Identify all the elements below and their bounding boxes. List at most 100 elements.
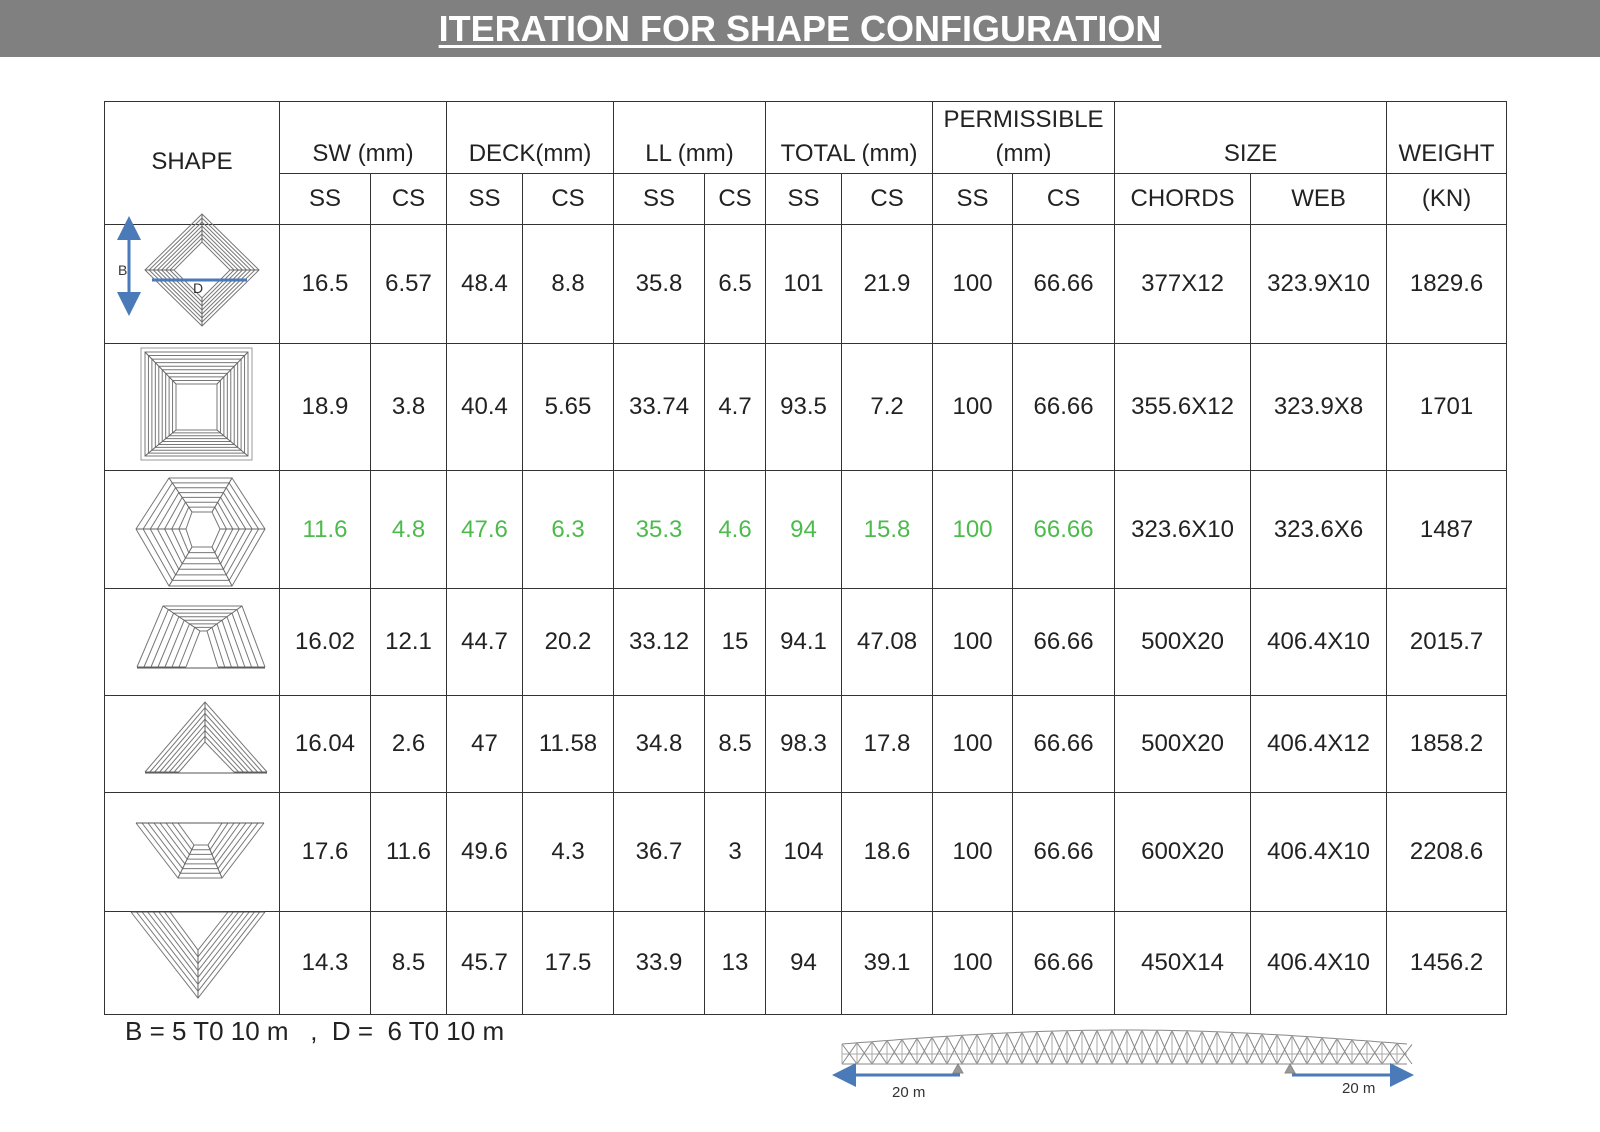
- data-cell: 94: [765, 470, 843, 589]
- shape-stroke: [841, 1043, 858, 1065]
- data-cell: 66.66: [1012, 470, 1116, 589]
- shape-cell: [104, 792, 280, 912]
- data-cell: 13: [704, 911, 767, 1015]
- column-subheader: SS: [613, 173, 706, 225]
- data-cell: 1456.2: [1386, 911, 1508, 1015]
- shape-stroke: [931, 1037, 948, 1065]
- data-cell: 47: [446, 695, 524, 793]
- truss-elevation: [841, 1029, 1413, 1074]
- shape-stroke: [1381, 1042, 1398, 1065]
- column-subheader: CS: [704, 173, 767, 225]
- data-cell: 377X12: [1114, 224, 1252, 344]
- shape-stroke: [1366, 1041, 1383, 1065]
- data-cell: 2015.7: [1386, 588, 1508, 696]
- column-subheader: CS: [522, 173, 615, 225]
- data-cell: 66.66: [1012, 588, 1116, 696]
- data-cell: 16.04: [279, 695, 371, 793]
- shape-cell: [104, 470, 280, 589]
- column-subheader: SS: [765, 173, 843, 225]
- shape-stroke: [901, 1039, 918, 1065]
- column-header: PERMISSIBLE (mm): [932, 101, 1116, 174]
- table-head: SHAPE SW (mm) DECK(mm) LL (mm) TOTAL (mm) PER…: [104, 101, 1508, 225]
- data-cell: 100: [932, 470, 1014, 589]
- shape-stroke: [1261, 1034, 1278, 1065]
- data-row: 16.5 6.57 48.4 8.8 35.8 6.5 101 21.9 100 66.66 377…: [104, 224, 1508, 344]
- data-cell: 100: [932, 224, 1014, 344]
- shape-stroke: [1246, 1032, 1263, 1065]
- shape-stroke: [1111, 1029, 1128, 1065]
- data-cell: 100: [932, 792, 1014, 912]
- shape-stroke: [886, 1039, 903, 1065]
- shape-stroke: [1081, 1029, 1098, 1065]
- data-cell: 406.4X12: [1250, 695, 1388, 793]
- data-cell: 323.6X6: [1250, 470, 1388, 589]
- data-cell: 40.4: [446, 343, 524, 471]
- shape-stroke: [1126, 1029, 1143, 1065]
- data-cell: 100: [932, 911, 1014, 1015]
- data-cell: 5.65: [522, 343, 615, 471]
- data-cell: 94: [765, 911, 843, 1015]
- data-cell: 33.12: [613, 588, 706, 696]
- shape-stroke: [1336, 1039, 1353, 1065]
- data-cell: 94.1: [765, 588, 843, 696]
- shape-stroke: [1306, 1036, 1323, 1065]
- data-cell: 8.8: [522, 224, 615, 344]
- data-cell: 1701: [1386, 343, 1508, 471]
- data-row: 18.9 3.8 40.4 5.65 33.74 4.7 93.5 7.2 100 66.66 35…: [104, 343, 1508, 471]
- column-header: SHAPE: [104, 101, 280, 225]
- data-cell: 16.5: [279, 224, 371, 344]
- column-header: DECK(mm): [446, 101, 615, 174]
- data-cell: 100: [932, 588, 1014, 696]
- data-cell: 1487: [1386, 470, 1508, 589]
- shape-stroke: [916, 1038, 933, 1065]
- data-cell: 66.66: [1012, 343, 1116, 471]
- data-cell: 4.8: [369, 470, 448, 589]
- shape-stroke: [1351, 1039, 1368, 1065]
- data-cell: 15: [704, 588, 767, 696]
- data-row: 14.3 8.5 45.7 17.5 33.9 13 94 39.1 100 66.66 450X1…: [104, 911, 1508, 1015]
- shape-cell: [104, 343, 280, 471]
- data-cell: 2208.6: [1386, 792, 1508, 912]
- shape-stroke: [1051, 1030, 1068, 1065]
- shape-stroke: [1006, 1032, 1023, 1065]
- shape-stroke: [1096, 1029, 1113, 1065]
- results-table: SHAPE SW (mm) DECK(mm) LL (mm) TOTAL (mm) PER…: [104, 101, 1508, 1015]
- data-cell: 500X20: [1114, 588, 1252, 696]
- shape-stroke: [1171, 1030, 1188, 1065]
- data-cell: 66.66: [1012, 792, 1116, 912]
- title-bar: ITERATION FOR SHAPE CONFIGURATION: [0, 0, 1600, 57]
- shape-stroke: [1246, 1033, 1263, 1065]
- data-cell: 21.9: [841, 224, 934, 344]
- data-cell: 3.8: [369, 343, 448, 471]
- shape-cell: [104, 588, 280, 696]
- span-label: 20 m: [1342, 1080, 1375, 1097]
- data-cell: 36.7: [613, 792, 706, 912]
- data-cell: 1829.6: [1386, 224, 1508, 344]
- shape-stroke: [952, 1062, 964, 1074]
- data-cell: 93.5: [765, 343, 843, 471]
- shape-stroke: [1201, 1031, 1218, 1065]
- table-body: 16.5 6.57 48.4 8.8 35.8 6.5 101 21.9 100 66.66 377…: [104, 224, 1508, 1015]
- shape-stroke: [1186, 1030, 1203, 1065]
- column-subheader: (KN): [1386, 173, 1508, 225]
- column-subheader: WEB: [1250, 173, 1388, 225]
- data-cell: 17.8: [841, 695, 934, 793]
- shape-stroke: [1321, 1038, 1338, 1065]
- shape-stroke: [1141, 1029, 1158, 1065]
- data-cell: 4.3: [522, 792, 615, 912]
- shape-stroke: [961, 1034, 978, 1065]
- data-cell: 15.8: [841, 470, 934, 589]
- data-cell: 66.66: [1012, 911, 1116, 1015]
- data-cell: 17.6: [279, 792, 371, 912]
- data-cell: 35.8: [613, 224, 706, 344]
- shape-stroke: [1231, 1032, 1248, 1065]
- data-cell: 18.6: [841, 792, 934, 912]
- shape-stroke: [1021, 1031, 1038, 1065]
- data-cell: 11.6: [369, 792, 448, 912]
- shape-stroke: [1321, 1037, 1338, 1065]
- data-cell: 1858.2: [1386, 695, 1508, 793]
- data-cell: 600X20: [1114, 792, 1252, 912]
- shape-stroke: [1284, 1062, 1296, 1074]
- span-label: 20 m: [892, 1084, 925, 1101]
